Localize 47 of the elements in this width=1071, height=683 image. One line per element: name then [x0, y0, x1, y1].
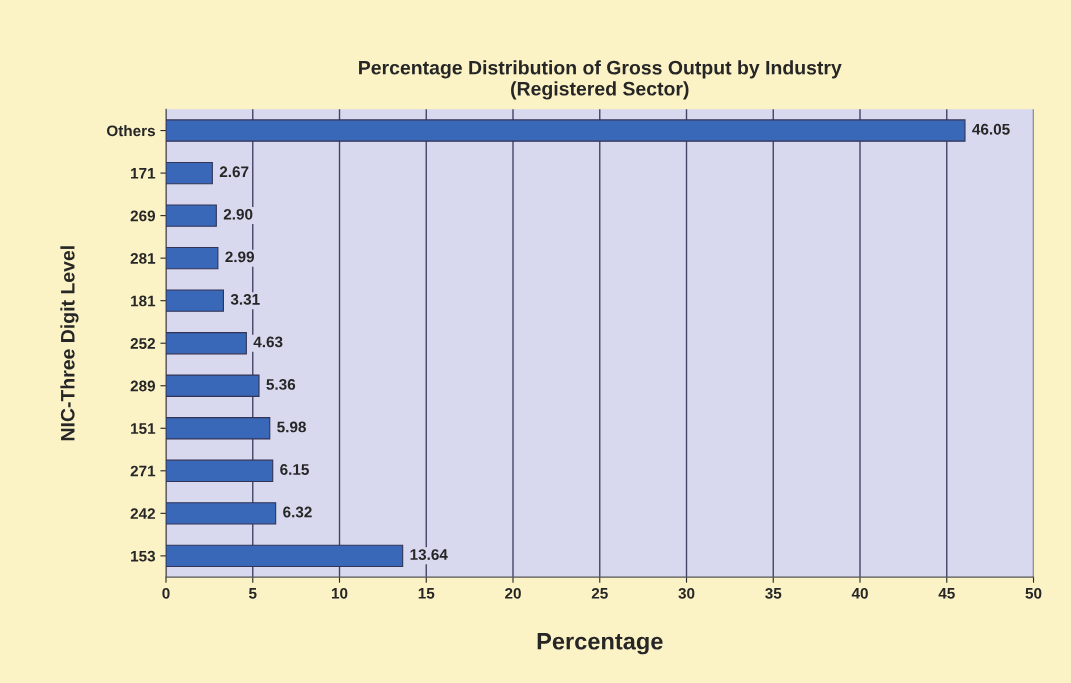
data-label: 2.99: [225, 251, 254, 263]
x-tick-label: 45: [938, 588, 955, 599]
bar: [166, 459, 274, 482]
y-tick-label: 242: [130, 508, 155, 519]
bar: [166, 502, 277, 525]
x-tick-label: 20: [505, 587, 521, 599]
bar: [166, 417, 271, 440]
x-tick-label: 30: [678, 587, 695, 599]
data-label: 3.31: [230, 293, 260, 305]
x-tick-label: 35: [765, 587, 782, 599]
y-tick-label: 181: [131, 295, 156, 307]
y-tick-label: 153: [131, 550, 156, 562]
x-tick-label: 0: [162, 587, 170, 599]
y-tick-label: 171: [131, 168, 156, 179]
bar: [166, 332, 247, 355]
chart-title: Percentage Distribution of Gross Output by Industry (Registered Sector): [359, 60, 842, 100]
data-label: 5.98: [277, 421, 306, 433]
x-tick-label: 40: [851, 587, 868, 599]
y-tick-label: 151: [131, 423, 156, 434]
bar: [166, 544, 404, 568]
bar: [166, 374, 260, 397]
x-axis-title: Percentage: [537, 633, 663, 655]
data-label: 6.32: [283, 506, 312, 518]
x-tick-label: 25: [591, 587, 608, 599]
data-label: 2.67: [219, 166, 249, 178]
x-tick-label: 15: [418, 588, 435, 599]
y-tick-label: 289: [130, 380, 156, 392]
bar: [166, 204, 217, 227]
bar: [166, 119, 966, 142]
x-tick-label: 5: [248, 588, 257, 599]
x-tick-label: 10: [331, 587, 348, 599]
bar: [166, 289, 224, 312]
data-label: 4.63: [253, 336, 283, 348]
data-label: 5.36: [266, 379, 296, 390]
x-tick-label: 50: [1025, 587, 1042, 599]
y-tick-label: Others: [106, 125, 155, 137]
data-label: 46.05: [972, 123, 1010, 135]
y-axis-title: NIC-Three Digit Level: [60, 246, 79, 441]
y-tick-label: 281: [130, 253, 156, 264]
bar: [166, 246, 219, 270]
data-label: 2.90: [223, 208, 253, 220]
y-tick-label: 269: [130, 210, 156, 222]
y-tick-label: 271: [130, 465, 156, 477]
y-tick-label: 252: [130, 338, 155, 349]
data-label: 13.64: [410, 549, 448, 560]
data-label: 6.15: [280, 464, 309, 475]
bar: [166, 161, 213, 185]
